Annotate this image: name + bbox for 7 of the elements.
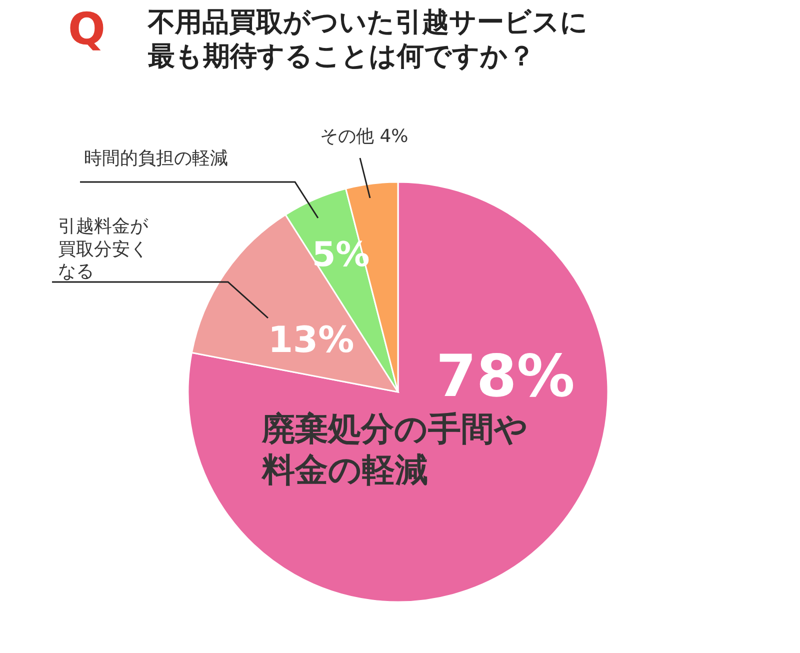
pie-slice bbox=[188, 181, 609, 603]
slice-label: その他 4% bbox=[320, 126, 408, 148]
text: Q bbox=[68, 3, 106, 57]
data-label: 13% bbox=[268, 319, 354, 363]
slice-label: 時間的負担の軽減 bbox=[84, 148, 228, 170]
slice-label: 引越料金が買取分安くなる bbox=[58, 216, 150, 284]
chart-title: 不用品買取がついた引越サービスに最も期待することは何ですか？ bbox=[148, 6, 589, 74]
